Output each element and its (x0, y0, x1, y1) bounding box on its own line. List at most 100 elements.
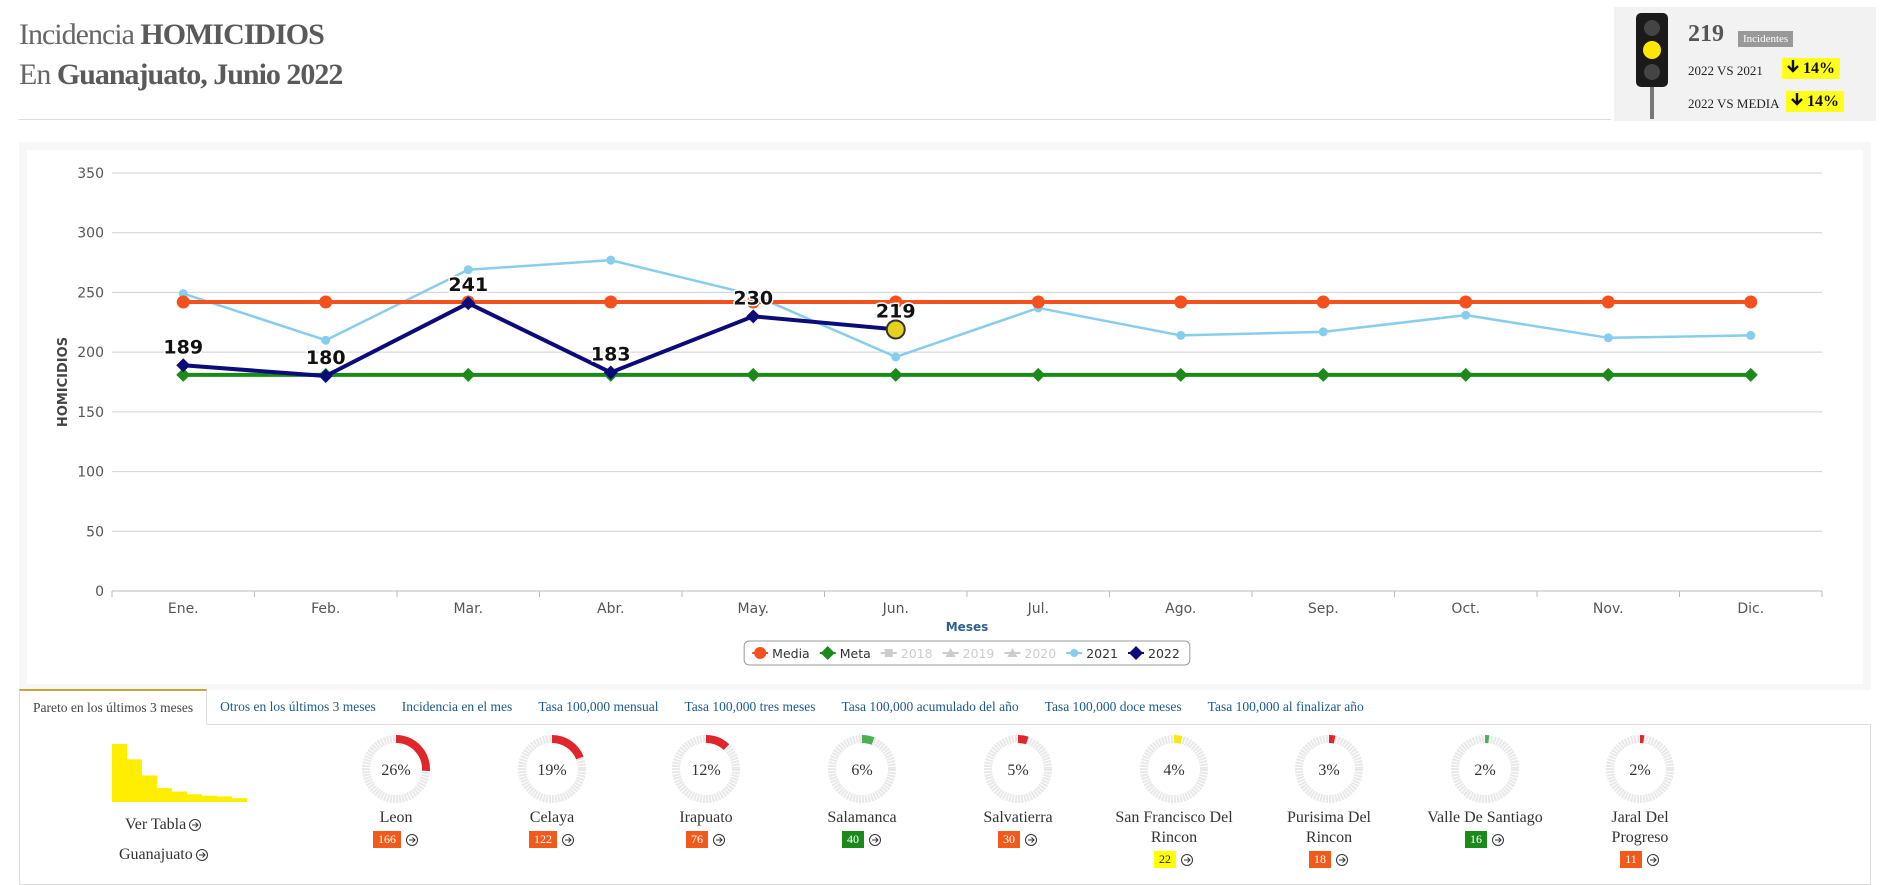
pareto-bar (157, 788, 172, 802)
x-tick-label: Abr. (597, 601, 624, 617)
count-badge: 30 (998, 831, 1020, 848)
title-text: En (19, 58, 51, 91)
pareto-bar (127, 759, 142, 802)
arrow-icon[interactable] (405, 833, 419, 847)
legend-item[interactable]: 2018 (880, 646, 933, 661)
gauge-arc (705, 735, 730, 751)
arrow-ring (562, 833, 574, 846)
y-tick-label: 350 (77, 166, 104, 182)
arrow (1495, 836, 1502, 843)
pareto-bar (202, 795, 217, 802)
legend-item[interactable]: 2021 (1066, 646, 1118, 661)
arrow-icon (189, 819, 202, 831)
legend-symbol (884, 649, 893, 657)
arrow (565, 836, 572, 843)
arrow (716, 836, 723, 843)
point (746, 295, 760, 309)
data-label: 180 (306, 347, 346, 369)
count: 18 (1309, 851, 1349, 868)
pareto-bar (217, 796, 232, 802)
point (1316, 367, 1331, 382)
municipality-name: Celaya (529, 809, 575, 826)
count-badge: 76 (686, 831, 708, 848)
point (889, 295, 903, 309)
down-arrow (1791, 93, 1803, 106)
legend-item[interactable]: 2019 (942, 646, 995, 661)
x-tick-label: Jun. (882, 601, 909, 617)
pareto-item: 26% Leon 166 (326, 724, 466, 848)
y-tick-label: 200 (77, 345, 104, 361)
gauge-label: 2% (1474, 762, 1495, 779)
link-table[interactable]: Ver Tabla (125, 816, 202, 834)
y-axis-label: HOMICIDIOS (56, 337, 71, 427)
count: 122 (529, 831, 575, 848)
data-label: 189 (163, 336, 203, 358)
point (176, 358, 191, 373)
title-state: Guanajuato (56, 58, 201, 91)
tab[interactable]: Incidencia en el mes (401, 699, 513, 714)
x-tick-label: Sep. (1308, 601, 1339, 617)
arrow-icon[interactable] (1335, 853, 1349, 867)
arrow-ring (1025, 833, 1037, 846)
legend-item[interactable]: 2020 (1004, 646, 1056, 661)
arrow-icon[interactable] (561, 833, 575, 847)
divider (19, 119, 1611, 120)
gauge-label: 19% (537, 762, 566, 779)
gauge: 5% (984, 735, 1052, 803)
point (891, 352, 901, 362)
traffic-light (1636, 13, 1668, 119)
count: 40 (842, 831, 882, 848)
gauge: 2% (1606, 735, 1674, 803)
point (1458, 367, 1473, 382)
tab[interactable]: Tasa 100,000 al finalizar año (1207, 699, 1364, 714)
arrow-icon[interactable] (1180, 853, 1194, 867)
comparison-change: 14% (1786, 91, 1844, 112)
legend-box (743, 640, 1191, 666)
count: 30 (998, 831, 1038, 848)
arrow-icon[interactable] (712, 833, 726, 847)
arrow-icon[interactable] (1024, 833, 1038, 847)
chart: 0 50 100 150 200 250 300 350 Ene. Feb. Mar. Abr. May… (27, 150, 1863, 684)
gauge-label: 5% (1007, 762, 1028, 779)
gauge-arc (1017, 735, 1029, 745)
tab[interactable]: Pareto en los últimos 3 meses (19, 689, 208, 725)
point (1601, 367, 1616, 382)
municipality-name: Salvatierra (983, 809, 1053, 826)
tab[interactable]: Tasa 100,000 tres meses (684, 699, 816, 714)
tab[interactable]: Tasa 100,000 acumulado del año (841, 699, 1019, 714)
y-tick-label: 50 (86, 524, 104, 540)
arrow-ring (1492, 833, 1504, 846)
tab[interactable]: Tasa 100,000 doce meses (1044, 699, 1182, 714)
data-label: 241 (448, 274, 488, 296)
legend-symbol (1129, 646, 1144, 660)
point (178, 289, 188, 299)
legend-item[interactable]: Meta (819, 646, 871, 661)
legend-item[interactable]: Media (752, 646, 810, 661)
gauge-label: 4% (1163, 762, 1184, 779)
arrow-ring (1646, 853, 1659, 866)
municipality-name: Salamanca (827, 809, 897, 826)
point (463, 265, 473, 275)
data-label: 230 (733, 287, 773, 309)
link-state[interactable]: Guanajuato (119, 846, 209, 864)
gauge-label: 3% (1318, 762, 1339, 779)
count-badge: 40 (842, 831, 864, 848)
arrow (1184, 856, 1191, 863)
tab[interactable]: Otros en los últimos 3 meses (220, 699, 376, 714)
gauge: 2% (1451, 735, 1519, 803)
arrow-icon[interactable] (868, 833, 882, 847)
pareto-item: 12% Irapuato 76 (636, 724, 776, 848)
point (321, 335, 331, 345)
x-tick-label: Nov. (1593, 601, 1624, 617)
arrow-icon[interactable] (1491, 833, 1505, 847)
legend-symbol (1007, 648, 1018, 657)
arrow-ring (406, 833, 418, 846)
count: 166 (373, 831, 419, 848)
data-label: 183 (591, 343, 631, 365)
legend-item[interactable]: 2022 (1128, 646, 1180, 661)
pareto-item: 2% Valle De Santiago 16 (1415, 724, 1555, 848)
tab[interactable]: Tasa 100,000 mensual (538, 699, 659, 714)
municipality-name: Jaral Del Progreso (1611, 809, 1669, 846)
arrow-icon[interactable] (1646, 853, 1660, 867)
municipality-name: Leon (379, 809, 413, 826)
